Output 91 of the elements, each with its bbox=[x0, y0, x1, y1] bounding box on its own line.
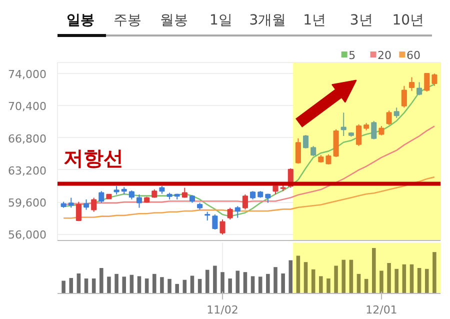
x-tick-label: 12/01 bbox=[366, 304, 398, 316]
candlestick bbox=[401, 85, 407, 108]
bar bbox=[296, 256, 300, 294]
candlestick bbox=[76, 201, 82, 222]
candlestick bbox=[68, 197, 74, 208]
bar bbox=[266, 274, 270, 294]
candlestick bbox=[386, 110, 392, 126]
bar bbox=[274, 267, 278, 294]
bar bbox=[334, 266, 338, 294]
candlestick bbox=[326, 154, 332, 165]
bar bbox=[137, 276, 142, 294]
bar bbox=[432, 252, 436, 294]
bar bbox=[205, 270, 210, 294]
bar bbox=[319, 276, 323, 294]
candlestick bbox=[371, 120, 377, 140]
candlestick bbox=[234, 206, 240, 218]
bar bbox=[250, 276, 255, 294]
text: 월봉 bbox=[160, 12, 188, 28]
text: 1년 bbox=[303, 12, 326, 28]
candlestick bbox=[310, 146, 316, 157]
bar bbox=[76, 273, 81, 294]
text: 일봉 bbox=[66, 12, 94, 28]
bar bbox=[228, 278, 232, 294]
candlestick bbox=[408, 76, 415, 92]
legend-label: 20 bbox=[378, 49, 392, 62]
bar bbox=[281, 273, 285, 294]
text: 주봉 bbox=[113, 12, 142, 28]
candlestick bbox=[83, 198, 90, 210]
candlestick bbox=[340, 112, 346, 136]
bar bbox=[122, 276, 126, 294]
candlestick bbox=[91, 197, 97, 212]
candlestick bbox=[356, 124, 362, 147]
bar bbox=[342, 260, 346, 294]
candlestick bbox=[98, 190, 104, 204]
candlestick bbox=[432, 73, 438, 86]
bar bbox=[107, 276, 111, 294]
bar bbox=[372, 248, 376, 294]
bar bbox=[311, 269, 316, 294]
candlestick bbox=[416, 82, 422, 96]
bar bbox=[258, 276, 262, 294]
bar bbox=[424, 268, 429, 294]
bar bbox=[168, 278, 172, 294]
candlestick bbox=[424, 72, 430, 92]
bar bbox=[62, 280, 66, 294]
legend-label: 5 bbox=[348, 49, 356, 62]
y-tick-label: 74,000 bbox=[8, 68, 47, 82]
text: 1일 bbox=[209, 12, 232, 28]
candlestick bbox=[242, 194, 248, 210]
bar bbox=[69, 278, 74, 294]
bar bbox=[417, 268, 422, 294]
bar bbox=[410, 264, 414, 294]
bar bbox=[380, 270, 384, 294]
candlestick bbox=[182, 187, 188, 198]
bar bbox=[402, 264, 406, 294]
text: 3년 bbox=[350, 12, 373, 28]
candlestick bbox=[394, 107, 400, 118]
y-tick-label: 63,200 bbox=[8, 164, 47, 178]
bar bbox=[326, 278, 330, 294]
bar bbox=[394, 268, 398, 294]
bar bbox=[152, 274, 156, 294]
bar bbox=[100, 268, 104, 294]
bar bbox=[213, 266, 217, 294]
bar bbox=[387, 262, 391, 294]
candlestick bbox=[378, 125, 384, 136]
candlestick bbox=[295, 138, 301, 164]
bar bbox=[356, 274, 361, 294]
bar bbox=[220, 272, 224, 294]
bar bbox=[304, 262, 308, 294]
y-tick-label: 56,000 bbox=[8, 228, 47, 242]
ref-line-label: 저항선 bbox=[64, 146, 124, 170]
bar bbox=[349, 260, 354, 294]
y-tick-label: 70,400 bbox=[8, 100, 47, 114]
bar bbox=[288, 260, 293, 294]
candlestick bbox=[227, 207, 233, 220]
candlestick bbox=[212, 214, 218, 230]
y-tick-label: 59,600 bbox=[8, 196, 47, 210]
bar bbox=[175, 284, 179, 294]
bar bbox=[160, 277, 164, 294]
bar bbox=[114, 274, 118, 294]
candlestick bbox=[128, 190, 134, 200]
legend-label: 60 bbox=[406, 49, 420, 62]
text: 10년 bbox=[392, 12, 424, 28]
candlestick bbox=[136, 194, 142, 208]
bar bbox=[190, 276, 194, 294]
candlestick bbox=[303, 134, 309, 149]
bar bbox=[236, 270, 240, 294]
bar bbox=[243, 272, 248, 294]
text: 3개월 bbox=[249, 12, 286, 28]
x-tick-label: 11/02 bbox=[206, 304, 238, 316]
y-tick-label: 66,800 bbox=[8, 132, 47, 146]
candlestick bbox=[220, 218, 226, 235]
